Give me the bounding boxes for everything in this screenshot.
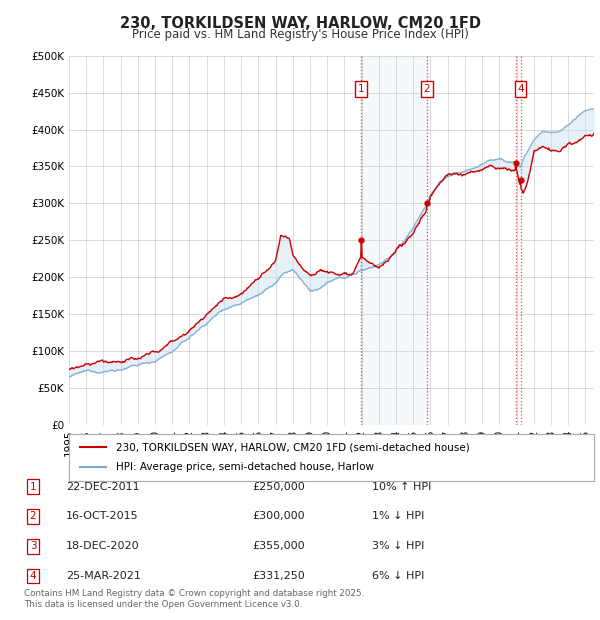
Text: 10% ↑ HPI: 10% ↑ HPI (372, 482, 431, 492)
Text: Price paid vs. HM Land Registry's House Price Index (HPI): Price paid vs. HM Land Registry's House … (131, 28, 469, 41)
Text: 6% ↓ HPI: 6% ↓ HPI (372, 571, 424, 581)
Text: 3: 3 (29, 541, 37, 551)
Text: Contains HM Land Registry data © Crown copyright and database right 2025.
This d: Contains HM Land Registry data © Crown c… (24, 590, 364, 609)
Text: 22-DEC-2011: 22-DEC-2011 (66, 482, 140, 492)
Text: £355,000: £355,000 (252, 541, 305, 551)
Text: 2: 2 (29, 512, 37, 521)
Bar (361, 56, 427, 425)
Text: 1: 1 (358, 84, 364, 94)
Text: 2: 2 (424, 84, 430, 94)
Text: 18-DEC-2020: 18-DEC-2020 (66, 541, 140, 551)
Text: £300,000: £300,000 (252, 512, 305, 521)
Text: 4: 4 (517, 84, 524, 94)
Text: 16-OCT-2015: 16-OCT-2015 (66, 512, 139, 521)
Text: 1% ↓ HPI: 1% ↓ HPI (372, 512, 424, 521)
Text: 25-MAR-2021: 25-MAR-2021 (66, 571, 141, 581)
Text: 3% ↓ HPI: 3% ↓ HPI (372, 541, 424, 551)
Text: 1: 1 (29, 482, 37, 492)
Text: £250,000: £250,000 (252, 482, 305, 492)
Text: 4: 4 (29, 571, 37, 581)
Text: 230, TORKILDSEN WAY, HARLOW, CM20 1FD: 230, TORKILDSEN WAY, HARLOW, CM20 1FD (119, 16, 481, 30)
Text: £331,250: £331,250 (252, 571, 305, 581)
Text: HPI: Average price, semi-detached house, Harlow: HPI: Average price, semi-detached house,… (116, 463, 374, 472)
Text: 230, TORKILDSEN WAY, HARLOW, CM20 1FD (semi-detached house): 230, TORKILDSEN WAY, HARLOW, CM20 1FD (s… (116, 442, 470, 452)
